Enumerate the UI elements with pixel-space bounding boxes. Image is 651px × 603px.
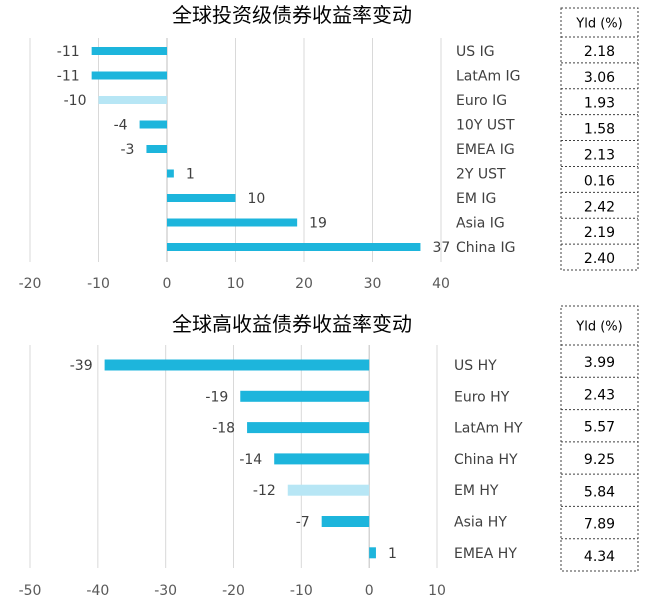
hy-yield-value: 5.57: [584, 420, 615, 436]
hy-yield-value: 4.34: [584, 549, 615, 565]
ig-bar: [167, 243, 421, 251]
ig-yield-value: 1.58: [584, 122, 615, 138]
hy-yield-header: Yld (%): [575, 320, 622, 335]
hy-bar: [321, 516, 370, 527]
ig-x-tick-label: 40: [432, 276, 450, 292]
ig-yield-value: 1.93: [584, 96, 615, 112]
hy-x-tick-label: -30: [154, 583, 177, 599]
hy-x-tick-label: -20: [222, 583, 245, 599]
ig-bar: [91, 71, 167, 80]
ig-value-label: 19: [309, 216, 327, 232]
hy-category-label: US HY: [454, 358, 497, 374]
ig-x-tick-label: -10: [87, 276, 110, 292]
hy-category-label: China HY: [454, 452, 518, 468]
ig-value-label: 1: [186, 167, 195, 183]
hy-x-tick-label: -40: [86, 583, 109, 599]
ig-category-label: 10Y UST: [456, 118, 515, 134]
hy-value-label: -12: [253, 483, 276, 499]
ig-yield-value: 0.16: [584, 173, 615, 189]
hy-bar: [104, 359, 370, 371]
ig-value-label: 37: [432, 240, 450, 256]
ig-value-label: -11: [57, 44, 80, 60]
ig-yield-value: 2.13: [584, 148, 615, 164]
ig-bar-chart: -20 -10 0 10 20 30 40 -11 US IG -11 LatAm IG -10 Eur…: [19, 7, 639, 292]
ig-bar: [167, 169, 174, 178]
hy-value-label: -18: [212, 421, 235, 437]
ig-x-tick-label: 30: [364, 276, 382, 292]
ig-yield-value: 2.19: [584, 225, 615, 241]
ig-bar: [91, 47, 167, 55]
hy-bar: [287, 484, 370, 496]
hy-category-label: EM HY: [454, 483, 499, 499]
hy-chart-title: 全球高收益债券收益率变动: [172, 312, 412, 336]
hy-yield-value: 9.25: [584, 452, 615, 468]
ig-value-label: -10: [64, 93, 87, 109]
ig-category-label: US IG: [456, 44, 495, 60]
hy-x-tick-label: 10: [428, 583, 446, 599]
ig-yield-value: 2.18: [584, 44, 615, 60]
hy-value-label: -19: [205, 389, 228, 405]
hy-category-label: Euro HY: [454, 389, 510, 405]
ig-value-label: 10: [248, 191, 266, 207]
ig-bar: [167, 218, 298, 227]
ig-chart-title: 全球投资级债券收益率变动: [172, 3, 412, 27]
hy-category-label: LatAm HY: [454, 421, 523, 437]
hy-x-tick-label: 0: [365, 583, 374, 599]
hy-bar: [247, 422, 370, 434]
hy-value-label: -7: [296, 515, 310, 531]
hy-value-label: -39: [70, 358, 93, 374]
hy-yield-value: 3.99: [584, 355, 615, 371]
ig-category-label: EMEA IG: [456, 142, 515, 158]
ig-category-label: EM IG: [456, 191, 496, 207]
ig-bar: [146, 145, 167, 153]
ig-yield-value: 2.42: [584, 199, 615, 215]
hy-yield-value: 2.43: [584, 387, 615, 403]
hy-x-tick-label: -50: [19, 583, 42, 599]
ig-bar: [139, 120, 167, 129]
hy-x-tick-label: -10: [290, 583, 313, 599]
hy-yield-value: 7.89: [584, 517, 615, 533]
ig-x-tick-label: -20: [19, 276, 42, 292]
ig-value-label: -4: [114, 118, 128, 134]
ig-x-tick-label: 10: [227, 276, 245, 292]
ig-bar: [167, 194, 236, 202]
hy-value-label: 1: [388, 546, 397, 562]
hy-category-label: EMEA HY: [454, 546, 517, 562]
ig-category-label: LatAm IG: [456, 69, 521, 85]
ig-x-tick-label: 0: [163, 276, 172, 292]
hy-bar: [274, 453, 370, 465]
ig-yield-table: [560, 7, 639, 271]
ig-value-label: -3: [120, 142, 134, 158]
hy-yield-value: 5.84: [584, 484, 615, 500]
ig-yield-value: 2.40: [584, 251, 615, 267]
ig-category-label: China IG: [456, 240, 515, 256]
ig-value-label: -11: [57, 69, 80, 85]
ig-category-label: 2Y UST: [456, 167, 506, 183]
ig-x-tick-label: 20: [295, 276, 313, 292]
ig-yield-value: 3.06: [584, 70, 615, 86]
hy-category-label: Asia HY: [454, 515, 507, 531]
hy-value-label: -14: [239, 452, 262, 468]
hy-bar: [240, 390, 370, 402]
ig-bar: [98, 96, 167, 104]
ig-category-label: Euro IG: [456, 93, 507, 109]
hy-bar: [369, 547, 376, 559]
ig-category-label: Asia IG: [456, 216, 505, 232]
hy-bar-chart: -50 -40 -30 -20 -10 0 10 -39 US HY -19 Euro HY -18 L…: [19, 305, 639, 599]
ig-yield-header: Yld (%): [575, 17, 622, 32]
hy-yield-table: [560, 305, 639, 572]
